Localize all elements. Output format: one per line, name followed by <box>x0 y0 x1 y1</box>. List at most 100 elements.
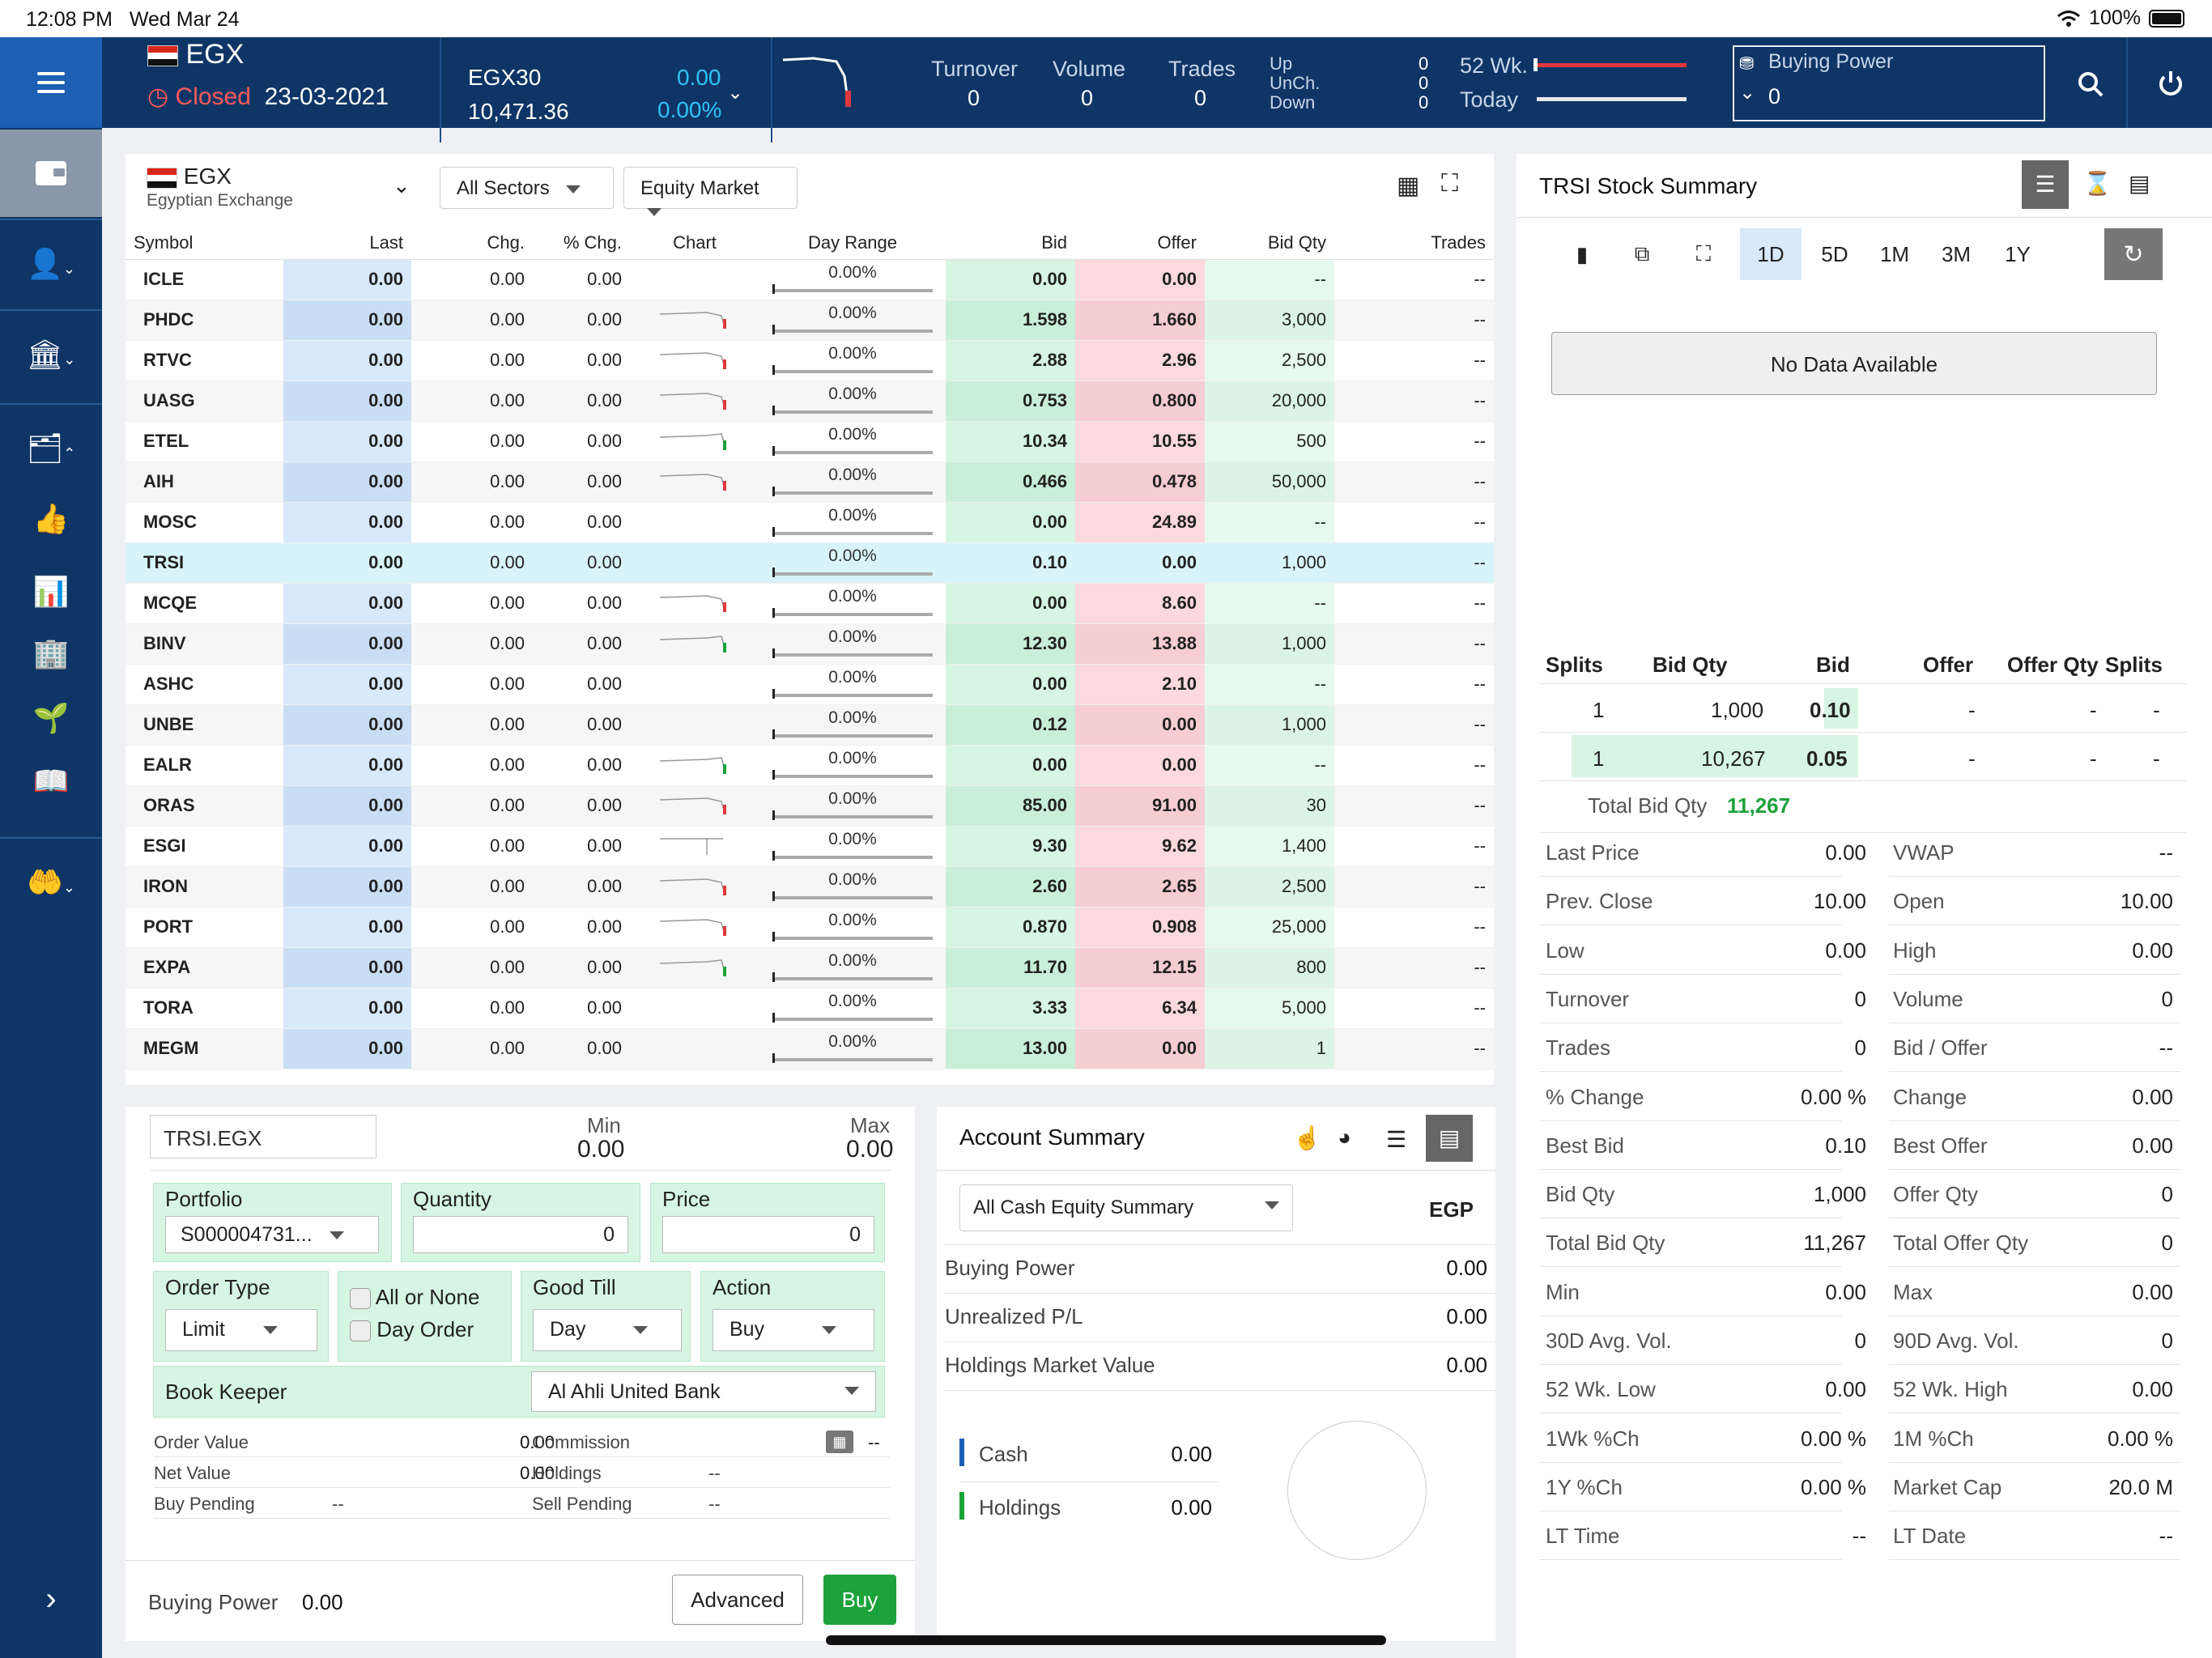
power-icon[interactable] <box>2157 70 2184 97</box>
table-row[interactable]: UNBE 0.00 0.00 0.00 0.00% 0.12 0.00 1,000 -- <box>125 704 1494 746</box>
buying-power-chevron-down-icon[interactable]: ⌄ <box>1739 82 1756 104</box>
table-row[interactable]: UASG 0.00 0.00 0.00 0.00% 0.753 0.800 20,000 -- <box>125 380 1494 422</box>
depth-row-1-offer-qty: - <box>2090 698 2097 722</box>
sector-filter-dropdown[interactable]: All Sectors <box>440 167 614 209</box>
period-tab-3m[interactable]: 3M <box>1941 241 1972 266</box>
watchlist-settings-icon[interactable]: ▦ <box>1397 172 1420 199</box>
column-change[interactable]: Chg. <box>411 227 533 260</box>
clock-icon: ◷ <box>147 83 169 110</box>
column-bid[interactable]: Bid <box>946 227 1075 260</box>
index-chevron-down-icon[interactable]: ⌄ <box>727 82 744 104</box>
stat-label: Best Offer <box>1893 1133 1988 1158</box>
down-label: Down <box>1270 92 1316 113</box>
table-row[interactable]: ETEL 0.00 0.00 0.00 0.00% 10.34 10.55 500 -- <box>125 421 1494 462</box>
column-percent-change[interactable]: % Chg. <box>533 227 630 260</box>
market-filter-dropdown[interactable]: Equity Market <box>623 167 798 216</box>
bid-qty-cell: 1 <box>1205 1028 1334 1069</box>
pie-chart-icon[interactable]: ◕ <box>1338 1124 1351 1150</box>
offer-cell: 0.478 <box>1075 461 1205 503</box>
table-row[interactable]: PHDC 0.00 0.00 0.00 0.00% 1.598 1.660 3,000 -- <box>125 300 1494 341</box>
quantity-input[interactable]: 0 <box>413 1216 628 1253</box>
table-row[interactable]: IRON 0.00 0.00 0.00 0.00% 2.60 2.65 2,500 -- <box>125 866 1494 908</box>
sidebar-item-portfolio[interactable]: 🗂⌃ <box>0 405 102 492</box>
period-tab-1d[interactable]: 1D <box>1740 228 1802 280</box>
news-icon[interactable]: ▤ <box>2129 171 2150 196</box>
period-tab-1y[interactable]: 1Y <box>2005 241 2031 266</box>
sidebar-item-bank[interactable]: 🏛⌄ <box>0 311 102 398</box>
sidebar-item-like[interactable]: 👍 <box>0 483 102 555</box>
sidebar-expand-chevron-icon[interactable]: › <box>45 1580 57 1617</box>
divider <box>1889 1120 2180 1121</box>
exchange-chevron-down-icon[interactable]: ⌄ <box>393 173 410 198</box>
divider <box>1539 1022 1842 1023</box>
column-offer[interactable]: Offer <box>1075 227 1205 260</box>
sidebar-item-growth[interactable]: 🌱 <box>0 682 102 755</box>
table-row[interactable]: TORA 0.00 0.00 0.00 0.00% 3.33 6.34 5,000 -- <box>125 988 1494 1029</box>
search-icon[interactable] <box>2078 71 2104 97</box>
table-row[interactable]: MEGM 0.00 0.00 0.00 0.00% 13.00 0.00 1 -- <box>125 1028 1494 1069</box>
day-range-marker <box>772 891 775 901</box>
sidebar-item-company[interactable]: 🏢 <box>0 617 102 690</box>
refresh-icon[interactable]: ↻ <box>2104 228 2163 280</box>
table-row[interactable]: ORAS 0.00 0.00 0.00 0.00% 85.00 91.00 30 -- <box>125 785 1494 827</box>
min-label: Min <box>587 1113 621 1137</box>
table-row[interactable]: BINV 0.00 0.00 0.00 0.00% 12.30 13.88 1,000 -- <box>125 623 1494 665</box>
portfolio-dropdown[interactable]: S000004731... <box>165 1216 379 1253</box>
book-keeper-dropdown[interactable]: Al Ahli United Bank <box>531 1371 876 1412</box>
sidebar-item-wallet[interactable] <box>0 130 102 217</box>
stat-label: 1Y %Ch <box>1546 1474 1623 1499</box>
depth-row-1-splits: 1 <box>1593 698 1605 722</box>
expand-icon[interactable]: ⛶ <box>1441 170 1458 197</box>
buying-power-box[interactable] <box>1733 45 2045 121</box>
good-till-dropdown[interactable]: Day <box>533 1309 682 1351</box>
day-range-percent: 0.00% <box>828 1032 877 1051</box>
stat-value: 0 <box>2161 1231 2173 1256</box>
buy-button[interactable]: Buy <box>823 1575 896 1625</box>
column-symbol[interactable]: Symbol <box>125 227 283 260</box>
column-last[interactable]: Last <box>283 227 411 260</box>
table-row[interactable]: MOSC 0.00 0.00 0.00 0.00% 0.00 24.89 -- -- <box>125 502 1494 543</box>
sidebar-item-library[interactable]: 📖 <box>0 745 102 818</box>
advanced-button[interactable]: Advanced <box>672 1575 803 1625</box>
table-row[interactable]: EALR 0.00 0.00 0.00 0.00% 0.00 0.00 -- -- <box>125 745 1494 786</box>
all-or-none-checkbox[interactable]: All or None <box>350 1285 479 1310</box>
list-view-icon[interactable]: ☰ <box>1386 1127 1407 1152</box>
sidebar-item-chart[interactable]: 📊 <box>0 555 102 628</box>
summary-type-dropdown[interactable]: All Cash Equity Summary <box>959 1184 1293 1231</box>
order-symbol-input[interactable]: TRSI.EGX <box>150 1115 376 1158</box>
table-row[interactable]: MCQE 0.00 0.00 0.00 0.00% 0.00 8.60 -- -- <box>125 583 1494 624</box>
sidebar-item-account[interactable]: 👤⌄ <box>0 220 102 308</box>
menu-button[interactable] <box>0 37 102 128</box>
table-row[interactable]: ESGI 0.00 0.00 0.00 0.00% 9.30 9.62 1,400 -- <box>125 826 1494 867</box>
action-dropdown[interactable]: Buy <box>713 1309 874 1351</box>
day-order-checkbox[interactable]: Day Order <box>350 1317 474 1342</box>
offer-cell: 1.660 <box>1075 300 1205 341</box>
pointer-icon[interactable]: ☝ <box>1293 1125 1321 1150</box>
exchange-badge[interactable]: EGX <box>147 39 244 70</box>
index-name[interactable]: EGX30 <box>468 65 542 90</box>
candlestick-icon[interactable]: ▮ <box>1576 241 1589 266</box>
fullscreen-icon[interactable]: ⛶ <box>1695 241 1712 266</box>
summary-view-icon[interactable]: ☰ <box>2022 160 2069 209</box>
offer-cell: 2.65 <box>1075 866 1205 908</box>
table-row[interactable]: AIH 0.00 0.00 0.00 0.00% 0.466 0.478 50,000 -- <box>125 461 1494 503</box>
table-row[interactable]: TRSI 0.00 0.00 0.00 0.00% 0.10 0.00 1,000 -- <box>125 542 1494 584</box>
calculator-icon[interactable]: ▦ <box>826 1431 853 1453</box>
chart-expand-icon[interactable]: ⧉ <box>1634 241 1650 266</box>
table-row[interactable]: RTVC 0.00 0.00 0.00 0.00% 2.88 2.96 2,500 -- <box>125 340 1494 381</box>
table-row[interactable]: ASHC 0.00 0.00 0.00 0.00% 0.00 2.10 -- -- <box>125 664 1494 705</box>
table-row[interactable]: PORT 0.00 0.00 0.00 0.00% 0.870 0.908 25,000 -- <box>125 907 1494 948</box>
watchlist-exchange-selector[interactable]: EGX <box>147 164 232 189</box>
card-view-icon[interactable]: ▤ <box>1426 1115 1473 1162</box>
order-type-dropdown[interactable]: Limit <box>165 1309 317 1351</box>
price-input[interactable]: 0 <box>662 1216 874 1253</box>
day-range-cell: 0.00% <box>759 907 946 948</box>
hourglass-icon[interactable]: ⌛ <box>2083 171 2112 196</box>
period-tab-1m[interactable]: 1M <box>1879 241 1910 266</box>
sidebar-item-services[interactable]: 🤲⌄ <box>0 839 102 926</box>
column-bid-qty[interactable]: Bid Qty <box>1205 227 1334 260</box>
table-row[interactable]: EXPA 0.00 0.00 0.00 0.00% 11.70 12.15 800 -- <box>125 947 1494 988</box>
period-tab-5d[interactable]: 5D <box>1821 241 1848 266</box>
table-row[interactable]: ICLE 0.00 0.00 0.00 0.00% 0.00 0.00 -- -- <box>125 259 1494 300</box>
column-trades[interactable]: Trades <box>1334 227 1494 260</box>
